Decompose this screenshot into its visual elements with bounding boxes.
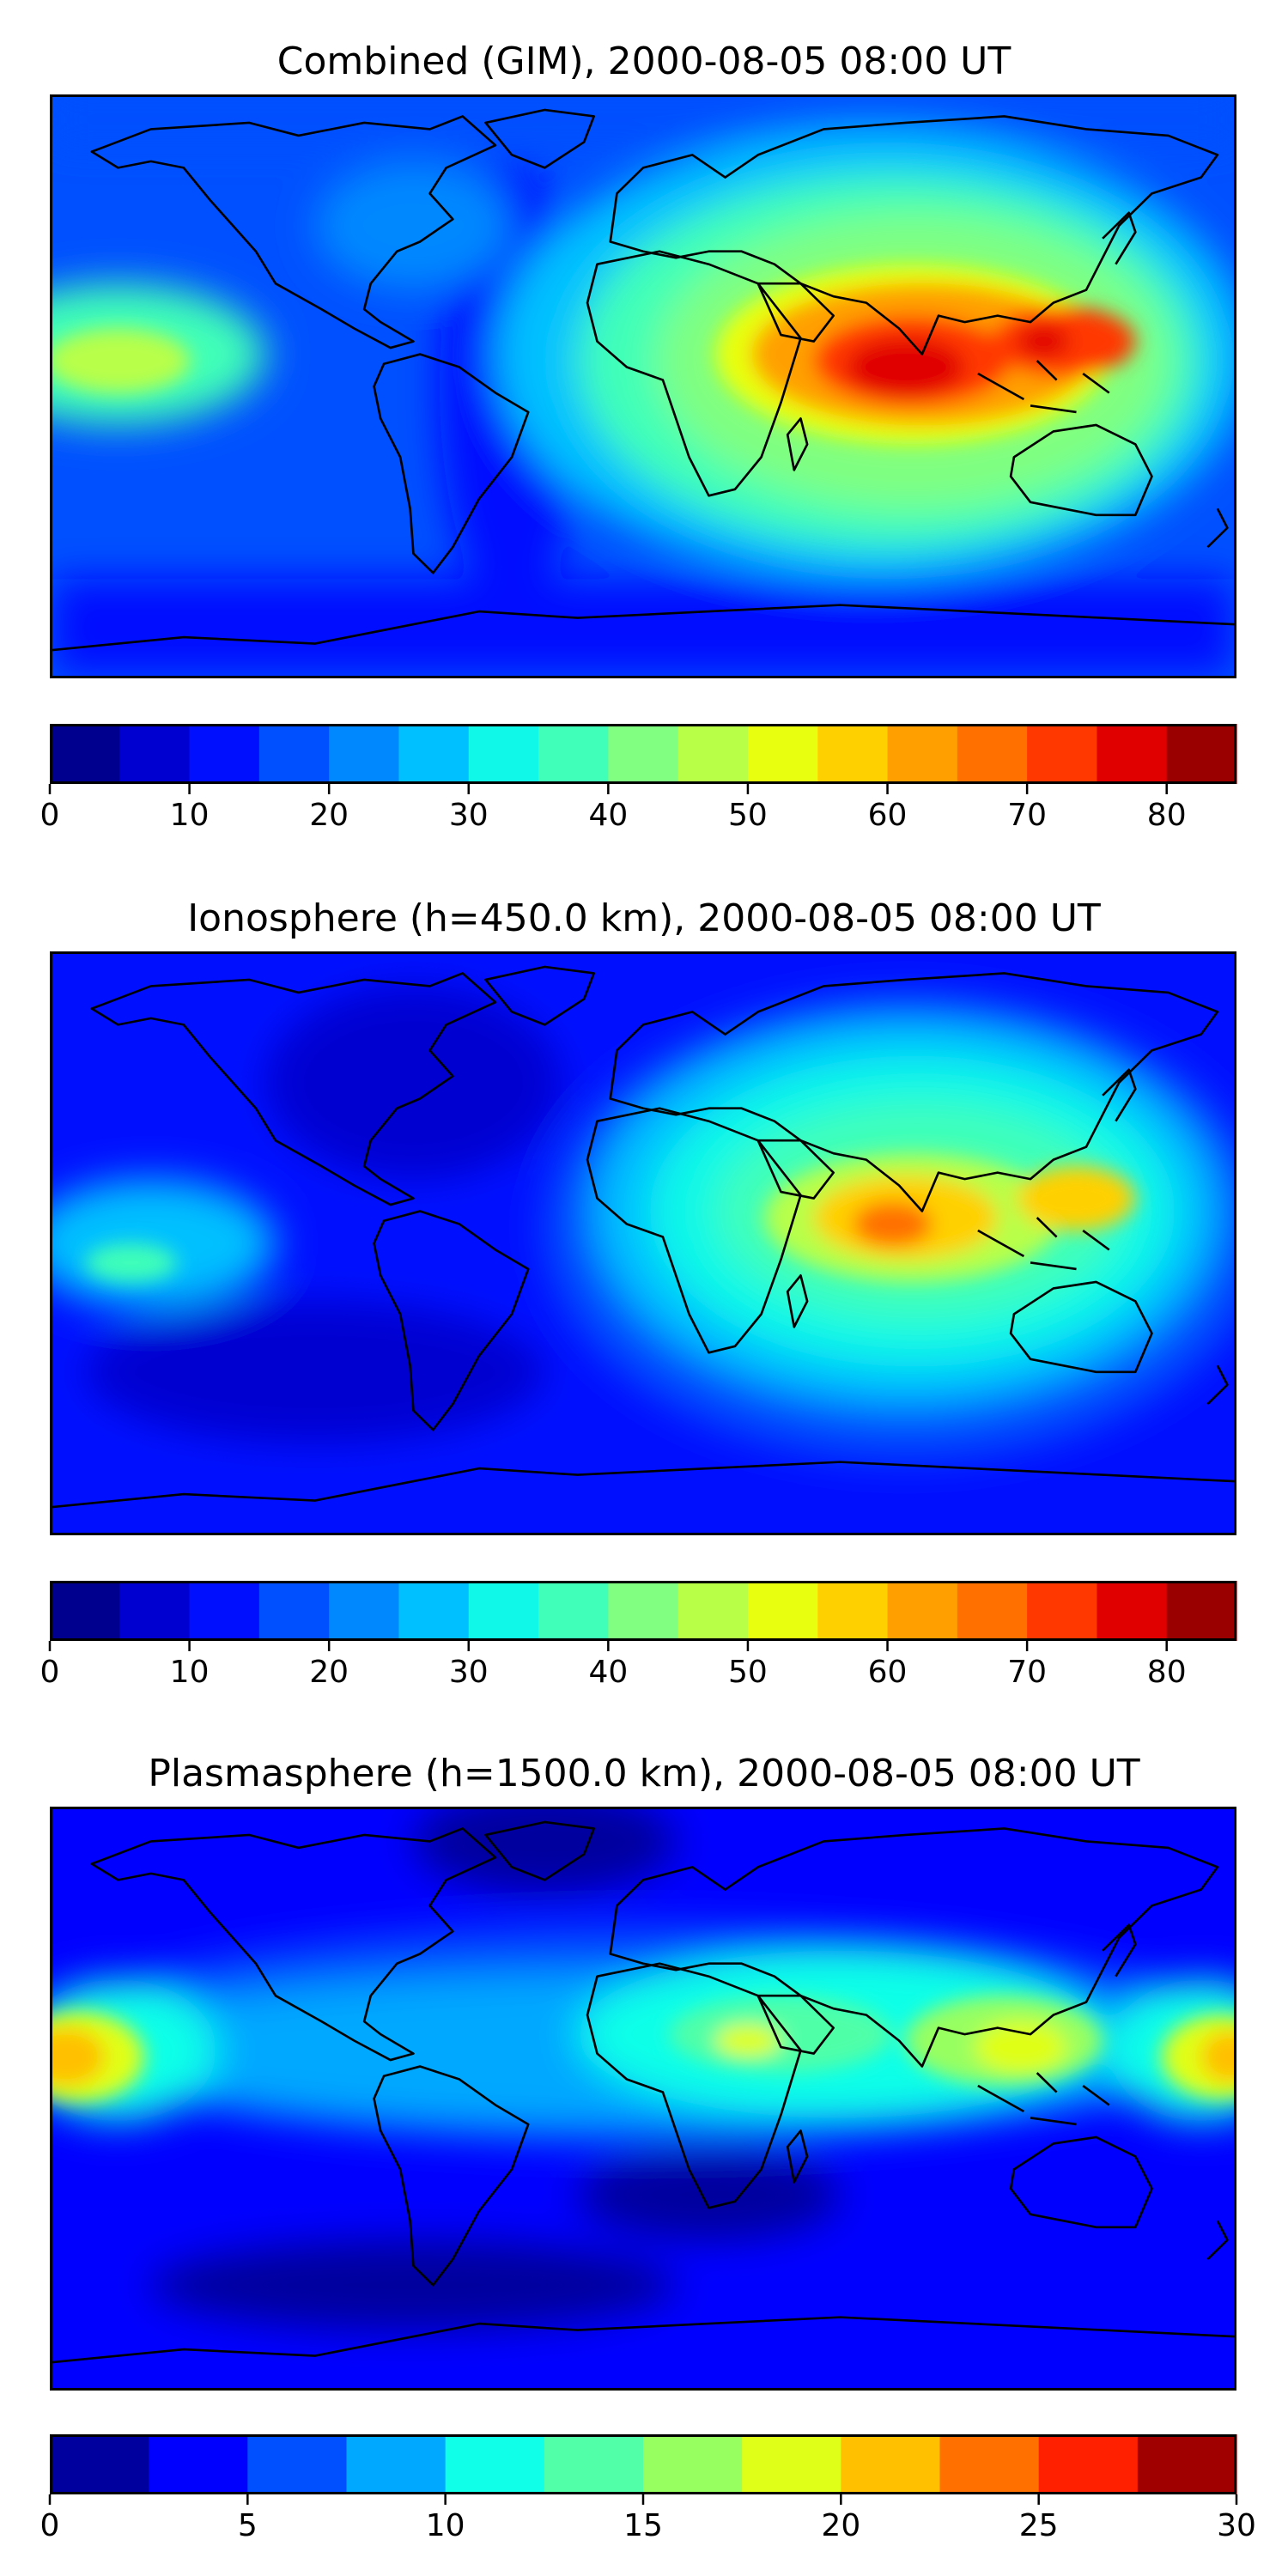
- density-field-plasmasphere: [52, 1809, 1234, 2388]
- colorbar-tick-label: 50: [728, 798, 768, 833]
- colorbar-segment: [841, 2434, 941, 2494]
- colorbar-tick-label: 5: [237, 2508, 258, 2543]
- colorbar-segment: [468, 1581, 539, 1641]
- colorbar-segment: [329, 1581, 400, 1641]
- colorbar-segment: [1038, 2434, 1139, 2494]
- coastlines: [52, 1820, 1234, 2364]
- map-title-combined: Combined (GIM), 2000-08-05 08:00 UT: [276, 39, 1012, 83]
- map-title-ionosphere: Ionosphere (h=450.0 km), 2000-08-05 08:0…: [187, 896, 1101, 940]
- colorbar-segment: [957, 1581, 1028, 1641]
- colorbar-segment: [50, 2434, 149, 2494]
- colorbar-segment: [50, 724, 120, 784]
- colorbar-segment: [398, 724, 470, 784]
- colorbar-segment: [747, 724, 818, 784]
- colorbar-tick-label: 40: [588, 798, 629, 833]
- colorbar-tick-label: 25: [1018, 2508, 1059, 2543]
- colorbar-combined: [48, 724, 1237, 794]
- colorbar-ticks-plasmasphere: 0 5 10 15 20 25 30: [40, 2508, 1256, 2547]
- colorbar-segment: [189, 724, 260, 784]
- density-field-combined: [52, 97, 1234, 676]
- colorbar-segment: [1166, 724, 1237, 784]
- colorbar-segment: [329, 724, 400, 784]
- colorbar-tick-label: 15: [623, 2508, 663, 2543]
- colorbar-segment: [1137, 2434, 1237, 2494]
- density-field-ionosphere: [52, 954, 1234, 1533]
- colorbar-segment: [258, 724, 330, 784]
- colorbar-segment: [817, 724, 889, 784]
- colorbar-segment: [887, 724, 958, 784]
- colorbar-tick-label: 30: [448, 1655, 489, 1690]
- colorbar-tick-label: 30: [1217, 2508, 1256, 2543]
- map-plasmasphere: [50, 1807, 1236, 2391]
- colorbar-svg-plasmasphere: [48, 2434, 1238, 2505]
- colorbar-tick-label: 40: [588, 1655, 629, 1690]
- colorbar-tick-label: 70: [1007, 1655, 1048, 1690]
- colorbar-segment: [247, 2434, 348, 2494]
- colorbar-tick-label: 60: [867, 798, 908, 833]
- colorbar-tick-label: 20: [821, 2508, 861, 2543]
- colorbar-tick-label: 10: [169, 798, 210, 833]
- colorbar-segment: [747, 1581, 818, 1641]
- colorbar-tick-label: 70: [1007, 798, 1048, 833]
- colorbar-segment: [1097, 724, 1168, 784]
- colorbar-segment: [608, 724, 679, 784]
- colorbar-border: [50, 1581, 1236, 1641]
- colorbar-tick-label: 50: [728, 1655, 768, 1690]
- colorbar-tick-label: 10: [425, 2508, 465, 2543]
- coastlines: [52, 965, 1234, 1509]
- colorbar-segment: [538, 724, 609, 784]
- colorbar-segment: [742, 2434, 841, 2494]
- colorbar-segment: [258, 1581, 330, 1641]
- colorbar-plasmasphere: [48, 2434, 1238, 2505]
- colorbar-ticks-combined: 0 10 20 30 40 50 60 70 80: [40, 798, 1236, 836]
- colorbar-segment: [817, 1581, 889, 1641]
- colorbar-ionosphere: [48, 1581, 1237, 1651]
- colorbar-segment: [149, 2434, 248, 2494]
- colorbar-segment: [1027, 1581, 1098, 1641]
- map-combined: [50, 94, 1236, 678]
- colorbar-segment: [677, 724, 749, 784]
- colorbar-segment: [189, 1581, 260, 1641]
- colorbar-svg-ionosphere: [48, 1581, 1237, 1651]
- colorbar-border: [50, 724, 1236, 784]
- colorbar-segment: [346, 2434, 447, 2494]
- colorbar-segment: [887, 1581, 958, 1641]
- map-title-plasmasphere: Plasmasphere (h=1500.0 km), 2000-08-05 0…: [148, 1752, 1140, 1795]
- map-svg-plasmasphere: [52, 1809, 1234, 2388]
- colorbar-segment: [50, 1581, 120, 1641]
- colorbar-tick-label: 80: [1146, 1655, 1187, 1690]
- colorbar-segment: [608, 1581, 679, 1641]
- colorbar-segment: [119, 1581, 191, 1641]
- colorbar-segment: [468, 724, 539, 784]
- colorbar-segment: [1097, 1581, 1168, 1641]
- colorbar-tick-label: 80: [1146, 798, 1187, 833]
- colorbar-segment: [1166, 1581, 1237, 1641]
- colorbar-segment: [119, 724, 191, 784]
- map-svg-ionosphere: [52, 954, 1234, 1533]
- colorbar-segment: [643, 2434, 743, 2494]
- colorbar-tick-label: 0: [39, 1655, 60, 1690]
- colorbar-tick-label: 20: [309, 798, 349, 833]
- colorbar-tick-label: 30: [448, 798, 489, 833]
- colorbar-segment: [957, 724, 1028, 784]
- colorbar-tick-label: 60: [867, 1655, 908, 1690]
- map-svg-combined: [52, 97, 1234, 676]
- colorbar-segment: [398, 1581, 470, 1641]
- colorbar-border: [50, 2434, 1236, 2494]
- colorbar-segment: [544, 2434, 644, 2494]
- colorbar-tick-label: 0: [39, 2508, 60, 2543]
- colorbar-segment: [677, 1581, 749, 1641]
- colorbar-tick-label: 0: [39, 798, 60, 833]
- colorbar-ticks-ionosphere: 0 10 20 30 40 50 60 70 80: [40, 1655, 1236, 1693]
- colorbar-segment: [538, 1581, 609, 1641]
- colorbar-segment: [445, 2434, 545, 2494]
- colorbar-tick-label: 10: [169, 1655, 210, 1690]
- map-ionosphere: [50, 951, 1236, 1535]
- colorbar-svg-combined: [48, 724, 1237, 794]
- colorbar-segment: [1027, 724, 1098, 784]
- coastlines: [52, 108, 1234, 652]
- colorbar-tick-label: 20: [309, 1655, 349, 1690]
- colorbar-segment: [939, 2434, 1040, 2494]
